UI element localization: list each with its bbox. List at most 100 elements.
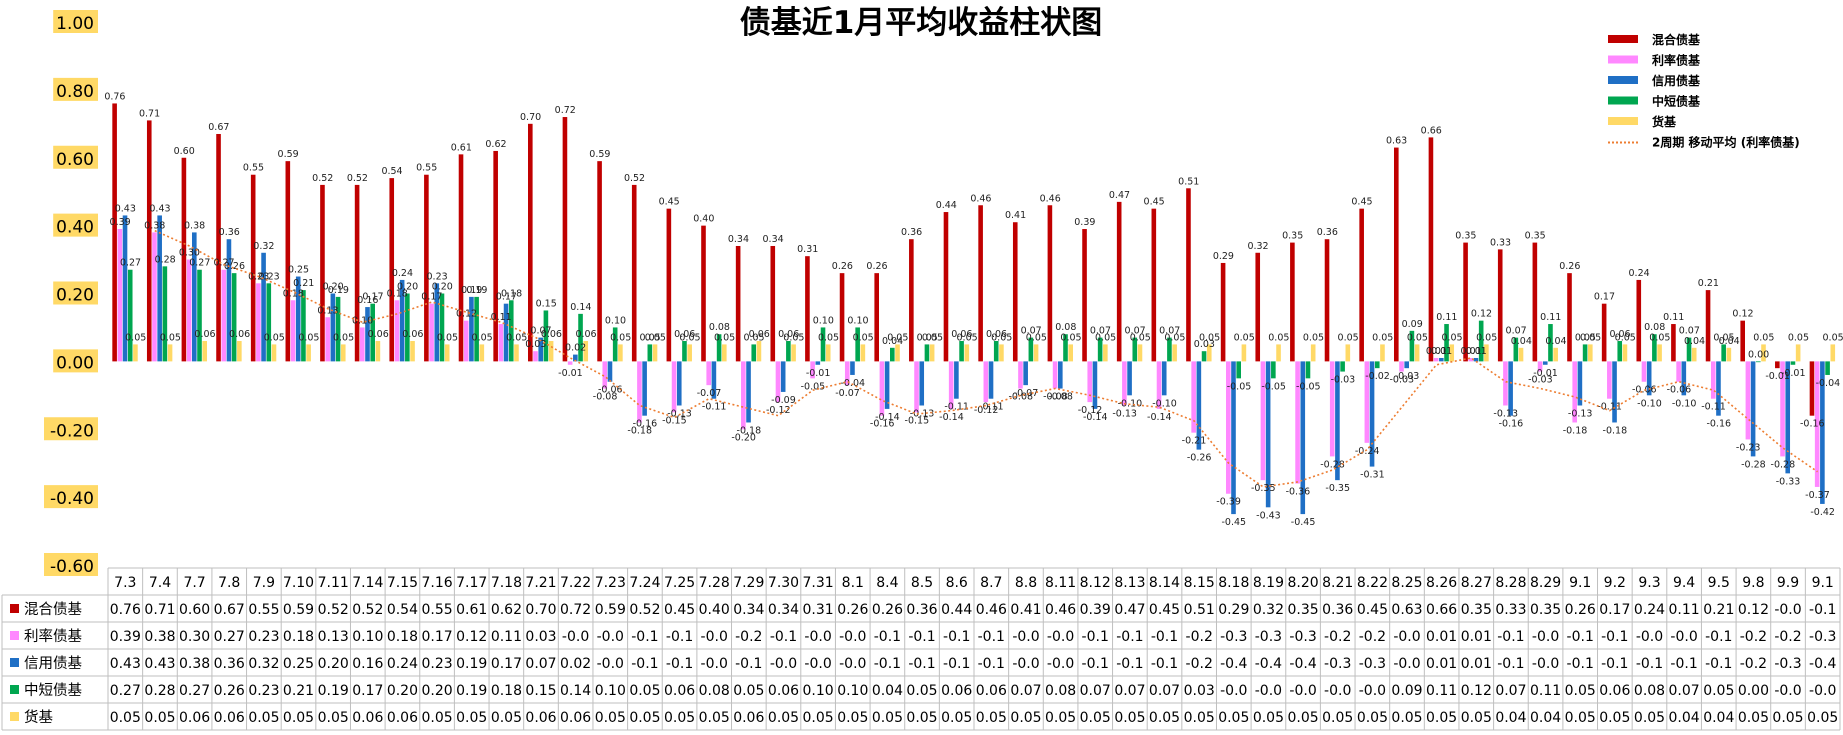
table-cell: 0.18 (283, 629, 314, 645)
x-category-label: 7.4 (149, 575, 171, 591)
bar (964, 344, 970, 362)
bar-value-label: 0.05 (853, 332, 874, 343)
bar (1265, 361, 1271, 508)
bar-value-label: 0.59 (278, 149, 299, 160)
bar (167, 344, 173, 362)
bar-value-label: 0.72 (555, 105, 576, 116)
table-cell: 0.05 (1218, 710, 1249, 726)
table-cell: -0.1 (978, 629, 1005, 645)
bar-value-label: 0.26 (866, 261, 887, 272)
bar (1122, 361, 1127, 406)
bar-value-label: -0.14 (1147, 412, 1172, 423)
table-cell: -0.0 (1324, 683, 1351, 699)
bar (687, 344, 692, 362)
bar-value-label: -0.05 (801, 381, 826, 392)
table-cell: 0.29 (1218, 602, 1249, 618)
bar-value-label: -0.21 (1182, 436, 1207, 447)
bar-value-label: 0.04 (882, 336, 903, 347)
bar-value-label: 0.36 (1317, 227, 1338, 238)
table-cell: 0.04 (1495, 710, 1526, 726)
bar (978, 205, 983, 362)
bar (320, 184, 325, 362)
bar (711, 361, 717, 399)
table-cell: 0.04 (1669, 710, 1700, 726)
x-category-label: 8.18 (1218, 575, 1249, 591)
table-cell: -0.0 (804, 656, 831, 672)
x-category-label: 7.25 (664, 575, 695, 591)
table-cell: 0.05 (941, 710, 972, 726)
x-category-label: 8.6 (946, 575, 968, 591)
bar-value-label: 0.23 (427, 271, 448, 282)
bar-value-label: 0.27 (120, 258, 141, 269)
bar-value-label: 0.06 (229, 329, 250, 340)
bar-value-label: 0.60 (174, 146, 195, 157)
bar (1132, 337, 1138, 362)
bar (389, 178, 395, 362)
table-cell: 0.06 (768, 683, 799, 699)
bar-value-label: -0.08 (1008, 392, 1033, 403)
table-cell: 0.05 (283, 710, 314, 726)
x-category-label: 8.7 (980, 575, 1002, 591)
bar-labels-layer: 0.76 0.71 0.60 0.67 0.55 0.59 0.52 0.52 0.54 0.55… (104, 91, 1843, 528)
table-cell: 0.10 (352, 629, 383, 645)
bar-value-label: 0.12 (456, 309, 477, 320)
bar (503, 303, 509, 362)
table-cell: 0.04 (1530, 710, 1561, 726)
bar-value-label: 0.05 (1338, 332, 1359, 343)
bar-value-label: 0.17 (1594, 292, 1615, 303)
bar-value-label: 0.03 (525, 339, 546, 350)
bar-value-label: 0.20 (323, 282, 344, 293)
bar (1775, 361, 1780, 369)
bar-value-label: -0.36 (1286, 487, 1311, 498)
bar (340, 344, 346, 362)
x-category-label: 8.25 (1391, 575, 1422, 591)
bar (1380, 344, 1385, 362)
bar (756, 341, 762, 362)
table-cell: 0.12 (456, 629, 487, 645)
bar (1058, 361, 1063, 389)
bar (884, 361, 890, 409)
bar-value-label: -0.12 (1078, 405, 1103, 416)
bar (1820, 361, 1825, 504)
x-category-label: 8.26 (1426, 575, 1457, 591)
bar-value-label: -0.23 (1736, 442, 1761, 453)
bar (618, 344, 623, 362)
bar-value-label: 0.05 (783, 332, 804, 343)
bar (1290, 242, 1295, 362)
legend-swatch (1608, 35, 1638, 43)
bar-value-label: 0.08 (1055, 322, 1076, 333)
bar-value-label: 0.17 (421, 292, 442, 303)
bar (301, 290, 306, 362)
bar-value-label: -0.14 (1083, 412, 1108, 423)
bar (1226, 361, 1231, 494)
table-cell: 0.23 (248, 629, 279, 645)
bar (1399, 361, 1404, 372)
table-cell: 0.01 (1426, 656, 1457, 672)
table-cell: 0.52 (318, 602, 349, 618)
bar-value-label: 0.52 (624, 173, 645, 184)
bar (1068, 344, 1073, 362)
bar (1087, 361, 1093, 403)
bar (999, 344, 1004, 362)
table-cell: -0.1 (770, 629, 797, 645)
bar (1439, 357, 1444, 362)
table-cell: 0.05 (422, 710, 453, 726)
table-cell: -0.4 (1220, 656, 1247, 672)
bar-value-label: -0.35 (1251, 483, 1276, 494)
table-cell: 0.05 (1288, 710, 1319, 726)
table-cell: 0.00 (1738, 683, 1769, 699)
bar-value-label: 0.21 (1698, 278, 1719, 289)
bar (1761, 344, 1766, 362)
table-cell: 0.47 (1114, 602, 1145, 618)
bar (746, 361, 751, 423)
table-cell: 0.72 (560, 602, 591, 618)
bar (1745, 361, 1751, 440)
bar (1582, 344, 1588, 362)
bar (775, 361, 781, 403)
bar-value-label: 0.02 (565, 343, 586, 354)
table-cell: -0.0 (1809, 683, 1836, 699)
bar-value-label: -0.26 (1187, 453, 1212, 464)
table-cell: 0.26 (214, 683, 245, 699)
bar (1116, 201, 1122, 362)
